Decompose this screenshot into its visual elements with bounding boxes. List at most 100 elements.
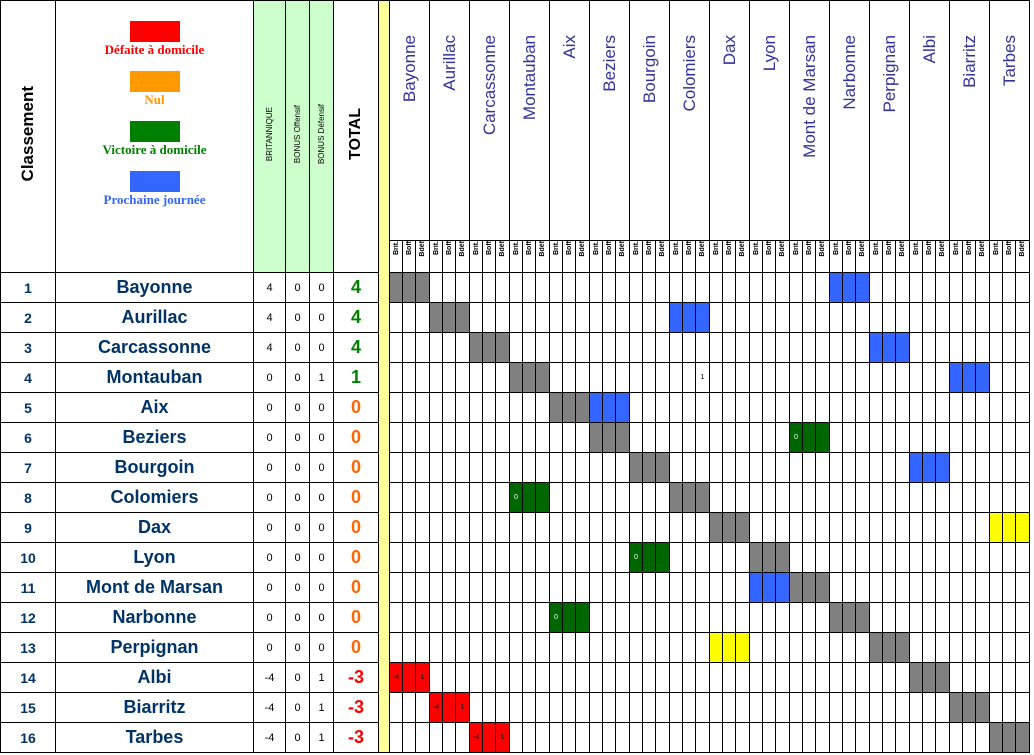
match-cell-lyon-brit[interactable] — [749, 422, 763, 453]
match-cell-aurillac-brit[interactable] — [429, 662, 443, 693]
match-cell-montauban-boff[interactable] — [522, 662, 536, 693]
match-cell-bayonne-boff[interactable] — [402, 572, 416, 603]
match-cell-bayonne-bdef[interactable]: 1 — [415, 662, 430, 693]
match-cell-lyon-boff[interactable] — [762, 422, 776, 453]
match-cell-dax-bdef[interactable] — [735, 512, 750, 543]
match-cell-aix-bdef[interactable] — [575, 452, 590, 483]
match-cell-colomiers-boff[interactable] — [682, 662, 696, 693]
match-cell-aurillac-brit[interactable] — [429, 632, 443, 663]
match-cell-narbonne-bdef[interactable] — [855, 272, 870, 303]
match-cell-aix-brit[interactable] — [549, 332, 563, 363]
match-cell-aurillac-bdef[interactable] — [455, 422, 470, 453]
match-cell-bayonne-brit[interactable] — [389, 302, 403, 333]
match-cell-aurillac-brit[interactable] — [429, 452, 443, 483]
match-cell-bayonne-bdef[interactable] — [415, 332, 430, 363]
match-cell-aix-bdef[interactable] — [575, 542, 590, 573]
match-cell-perpignan-bdef[interactable] — [895, 392, 910, 423]
match-cell-lyon-brit[interactable] — [749, 722, 763, 753]
match-cell-perpignan-brit[interactable] — [869, 692, 883, 723]
match-cell-bayonne-boff[interactable] — [402, 332, 416, 363]
match-cell-beziers-bdef[interactable] — [615, 512, 630, 543]
match-cell-aix-bdef[interactable] — [575, 422, 590, 453]
match-cell-mont-de-marsan-brit[interactable] — [789, 602, 803, 633]
match-cell-aurillac-bdef[interactable]: 1 — [455, 692, 470, 723]
match-cell-dax-boff[interactable] — [722, 272, 736, 303]
match-cell-mont-de-marsan-bdef[interactable] — [815, 722, 830, 753]
match-cell-narbonne-bdef[interactable] — [855, 602, 870, 633]
match-cell-biarritz-boff[interactable] — [962, 422, 976, 453]
match-cell-carcassonne-brit[interactable] — [469, 542, 483, 573]
match-cell-mont-de-marsan-bdef[interactable] — [815, 482, 830, 513]
match-cell-narbonne-bdef[interactable] — [855, 482, 870, 513]
match-cell-carcassonne-bdef[interactable] — [495, 632, 510, 663]
match-cell-carcassonne-boff[interactable] — [482, 302, 496, 333]
match-cell-aurillac-boff[interactable] — [442, 512, 456, 543]
match-cell-albi-bdef[interactable] — [935, 392, 950, 423]
match-cell-bourgoin-bdef[interactable] — [655, 272, 670, 303]
match-cell-albi-boff[interactable] — [922, 482, 936, 513]
match-cell-perpignan-boff[interactable] — [882, 722, 896, 753]
match-cell-dax-brit[interactable] — [709, 302, 723, 333]
match-cell-dax-boff[interactable] — [722, 692, 736, 723]
match-cell-lyon-bdef[interactable] — [775, 452, 790, 483]
match-cell-carcassonne-boff[interactable] — [482, 512, 496, 543]
match-cell-biarritz-brit[interactable] — [949, 302, 963, 333]
match-cell-bourgoin-boff[interactable] — [642, 272, 656, 303]
match-cell-mont-de-marsan-brit[interactable] — [789, 332, 803, 363]
match-cell-bourgoin-boff[interactable] — [642, 572, 656, 603]
match-cell-perpignan-brit[interactable] — [869, 542, 883, 573]
match-cell-narbonne-bdef[interactable] — [855, 542, 870, 573]
match-cell-colomiers-bdef[interactable] — [695, 662, 710, 693]
match-cell-dax-boff[interactable] — [722, 392, 736, 423]
match-cell-biarritz-boff[interactable] — [962, 392, 976, 423]
match-cell-perpignan-bdef[interactable] — [895, 662, 910, 693]
match-cell-aix-boff[interactable] — [562, 722, 576, 753]
match-cell-aix-boff[interactable] — [562, 452, 576, 483]
match-cell-albi-bdef[interactable] — [935, 272, 950, 303]
match-cell-dax-brit[interactable] — [709, 632, 723, 663]
match-cell-lyon-bdef[interactable] — [775, 512, 790, 543]
match-cell-perpignan-bdef[interactable] — [895, 722, 910, 753]
match-cell-beziers-brit[interactable] — [589, 542, 603, 573]
match-cell-perpignan-boff[interactable] — [882, 362, 896, 393]
match-cell-albi-boff[interactable] — [922, 362, 936, 393]
match-cell-tarbes-bdef[interactable] — [1015, 362, 1030, 393]
match-cell-bayonne-brit[interactable] — [389, 542, 403, 573]
match-cell-montauban-bdef[interactable] — [535, 452, 550, 483]
match-cell-bourgoin-boff[interactable] — [642, 512, 656, 543]
match-cell-narbonne-bdef[interactable] — [855, 422, 870, 453]
match-cell-tarbes-boff[interactable] — [1002, 272, 1016, 303]
match-cell-tarbes-bdef[interactable] — [1015, 602, 1030, 633]
match-cell-bourgoin-brit[interactable] — [629, 482, 643, 513]
match-cell-bayonne-brit[interactable] — [389, 632, 403, 663]
match-cell-tarbes-boff[interactable] — [1002, 512, 1016, 543]
match-cell-bourgoin-boff[interactable] — [642, 542, 656, 573]
match-cell-biarritz-boff[interactable] — [962, 722, 976, 753]
match-cell-colomiers-brit[interactable] — [669, 572, 683, 603]
match-cell-bourgoin-boff[interactable] — [642, 332, 656, 363]
match-cell-aix-brit[interactable] — [549, 722, 563, 753]
match-cell-carcassonne-boff[interactable] — [482, 632, 496, 663]
match-cell-aurillac-bdef[interactable] — [455, 482, 470, 513]
match-cell-albi-boff[interactable] — [922, 722, 936, 753]
match-cell-perpignan-bdef[interactable] — [895, 362, 910, 393]
match-cell-aix-brit[interactable] — [549, 482, 563, 513]
match-cell-biarritz-bdef[interactable] — [975, 632, 990, 663]
match-cell-montauban-brit[interactable] — [509, 722, 523, 753]
match-cell-narbonne-bdef[interactable] — [855, 692, 870, 723]
match-cell-bayonne-brit[interactable] — [389, 602, 403, 633]
match-cell-montauban-brit[interactable] — [509, 362, 523, 393]
match-cell-aurillac-boff[interactable] — [442, 482, 456, 513]
match-cell-albi-boff[interactable] — [922, 302, 936, 333]
match-cell-biarritz-brit[interactable] — [949, 722, 963, 753]
match-cell-dax-brit[interactable] — [709, 542, 723, 573]
match-cell-tarbes-bdef[interactable] — [1015, 452, 1030, 483]
match-cell-colomiers-boff[interactable] — [682, 572, 696, 603]
match-cell-mont-de-marsan-boff[interactable] — [802, 692, 816, 723]
match-cell-aurillac-boff[interactable] — [442, 602, 456, 633]
match-cell-biarritz-bdef[interactable] — [975, 542, 990, 573]
match-cell-aurillac-bdef[interactable] — [455, 512, 470, 543]
match-cell-dax-boff[interactable] — [722, 452, 736, 483]
match-cell-lyon-bdef[interactable] — [775, 722, 790, 753]
match-cell-dax-bdef[interactable] — [735, 362, 750, 393]
